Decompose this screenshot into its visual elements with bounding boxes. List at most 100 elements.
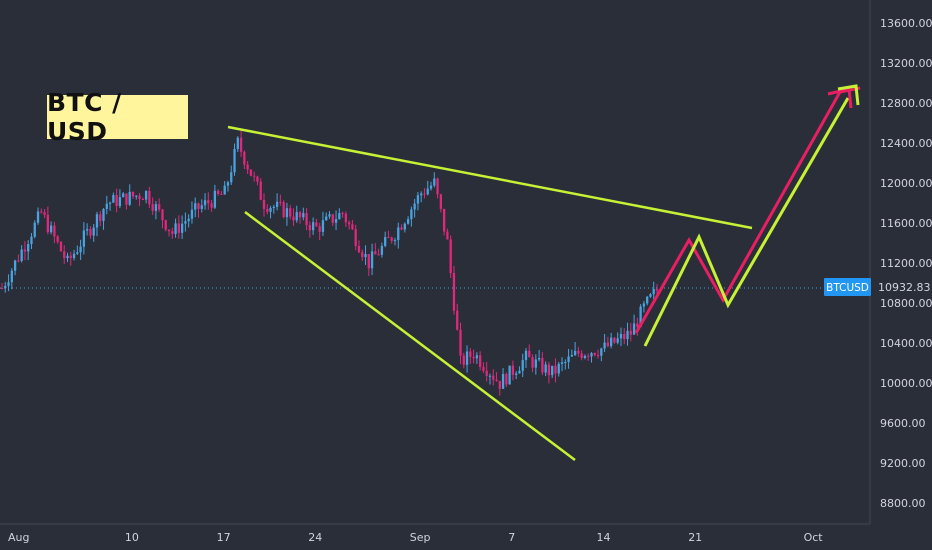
candle-body xyxy=(534,359,537,368)
candle-body xyxy=(108,202,112,204)
candle-body xyxy=(13,260,17,271)
candle-body xyxy=(583,355,587,358)
candle-body xyxy=(390,237,393,241)
candle-body xyxy=(593,353,596,356)
candle-body xyxy=(164,220,167,230)
candle-body xyxy=(315,222,318,227)
candle-body xyxy=(567,356,570,363)
candle-body xyxy=(573,350,577,356)
forecast-arrowhead-magenta xyxy=(827,87,853,109)
candle-body xyxy=(89,229,92,236)
candle-body xyxy=(413,203,416,210)
candle-body xyxy=(495,379,498,381)
candle-body xyxy=(187,218,190,222)
x-tick-label: 7 xyxy=(508,531,515,544)
candle-body xyxy=(518,370,521,374)
candle-body xyxy=(171,231,174,234)
candle-body xyxy=(311,222,315,231)
candle-body xyxy=(197,203,200,209)
candle-body xyxy=(122,193,125,198)
candle-body xyxy=(410,209,413,220)
candle-body xyxy=(233,148,236,173)
candle-body xyxy=(174,223,177,234)
candle-body xyxy=(344,213,348,223)
candle-body xyxy=(158,204,161,210)
candle-body xyxy=(151,204,154,211)
candle-body xyxy=(285,208,289,218)
candle-body xyxy=(469,351,472,357)
candle-body xyxy=(465,351,469,365)
candle-body xyxy=(387,237,390,239)
candle-body xyxy=(266,208,269,212)
y-axis: 13600.00 13200.00 12800.00 12400.00 12000.00… xyxy=(880,17,932,510)
candle-body xyxy=(367,254,370,269)
y-tick-label: 9600.00 xyxy=(880,417,926,430)
candle-body xyxy=(177,223,180,233)
candle-body xyxy=(613,337,616,343)
candle-body xyxy=(295,212,298,221)
candle-body xyxy=(505,373,508,385)
candle-body xyxy=(161,209,164,221)
candle-body xyxy=(76,252,79,254)
candle-body xyxy=(397,227,400,241)
candle-body xyxy=(302,213,305,218)
candle-body xyxy=(472,356,475,359)
candle-body xyxy=(105,203,108,209)
candle-body xyxy=(485,370,488,376)
candle-body xyxy=(449,239,452,274)
candle-body xyxy=(49,225,53,233)
x-tick-label: Sep xyxy=(410,531,431,544)
candle-body xyxy=(194,203,197,210)
y-tick-label: 10800.00 xyxy=(880,297,932,310)
candle-body xyxy=(600,348,603,356)
candle-body xyxy=(596,355,600,357)
candle-body xyxy=(56,236,59,242)
x-tick-label: 10 xyxy=(125,531,139,544)
candle-body xyxy=(128,191,131,205)
candle-body xyxy=(289,208,292,217)
candle-body xyxy=(439,194,442,209)
x-tick-label: 17 xyxy=(217,531,231,544)
candle-body xyxy=(498,380,501,389)
candle-body xyxy=(131,191,135,197)
candle-body xyxy=(20,249,23,261)
candle-body xyxy=(321,220,325,232)
candle-body xyxy=(82,230,86,247)
symbol-price-tag: BTCUSD 10932.83 xyxy=(824,278,932,296)
x-tick-label: 24 xyxy=(308,531,322,544)
candle-body xyxy=(95,214,99,228)
candle-body xyxy=(115,194,118,207)
candle-body xyxy=(416,195,420,204)
forecast-arrowhead-yellow xyxy=(837,84,860,106)
candle-body xyxy=(69,255,72,259)
candle-body xyxy=(544,364,547,373)
upper-trendline xyxy=(227,125,753,230)
candle-body xyxy=(456,310,459,330)
candle-body xyxy=(17,260,20,262)
last-price-label: 10932.83 xyxy=(878,281,931,294)
candle-body xyxy=(66,255,69,259)
candle-body xyxy=(10,270,13,283)
candle-body xyxy=(642,303,646,307)
candle-body xyxy=(4,285,7,289)
y-tick-label: 13600.00 xyxy=(880,17,932,30)
candle-body xyxy=(99,214,102,221)
candle-body xyxy=(639,306,642,327)
candle-body xyxy=(33,222,36,237)
y-tick-label: 10400.00 xyxy=(880,337,932,350)
candle-body xyxy=(118,197,122,207)
candle-body xyxy=(577,350,580,354)
candle-body xyxy=(341,213,344,215)
candle-body xyxy=(649,294,652,297)
candle-body xyxy=(623,334,626,340)
candle-body xyxy=(374,251,377,255)
candle-body xyxy=(564,362,567,364)
candle-body xyxy=(243,151,246,165)
symbol-label: BTCUSD xyxy=(826,282,869,294)
candle-body xyxy=(452,273,456,311)
x-axis: Aug 10 17 24 Sep 7 14 21 Oct xyxy=(8,531,823,544)
candle-body xyxy=(524,350,528,361)
lower-trendline xyxy=(244,211,576,461)
candle-body xyxy=(63,251,66,259)
y-tick-label: 10000.00 xyxy=(880,377,932,390)
